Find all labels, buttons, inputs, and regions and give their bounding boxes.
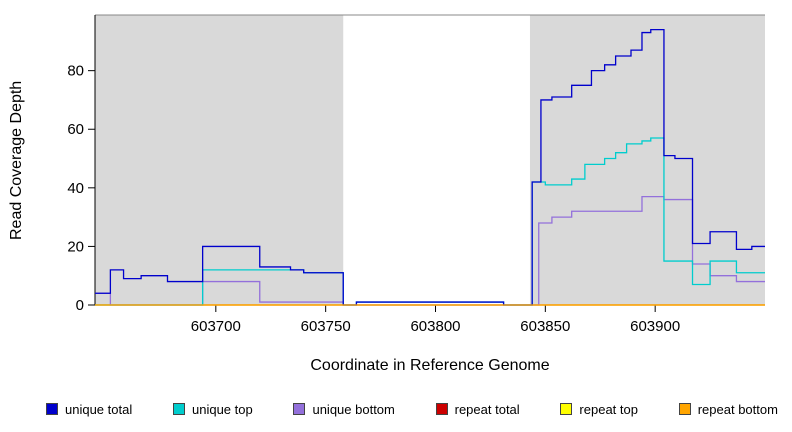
- legend-item-repeat-bottom: repeat bottom: [678, 401, 778, 417]
- legend-item-unique-total: unique total: [46, 402, 132, 417]
- y-tick-label: 40: [67, 180, 84, 197]
- x-tick-label: 603800: [410, 318, 460, 335]
- legend: unique total unique top unique bottom repea…: [46, 399, 778, 419]
- x-tick-label: 603900: [630, 318, 680, 335]
- legend-label: unique top: [191, 401, 253, 417]
- legend-swatch-icon: [560, 403, 573, 415]
- legend-item-repeat-top: repeat top: [560, 402, 638, 417]
- legend-item-repeat-total: repeat total: [435, 401, 520, 417]
- legend-swatch-icon: [293, 403, 306, 415]
- legend-label: unique total: [65, 401, 133, 417]
- legend-label: repeat top: [579, 401, 638, 417]
- legend-item-unique-top: unique top: [172, 401, 253, 417]
- legend-label: unique bottom: [312, 401, 395, 417]
- repeat-region-shading: [95, 15, 344, 305]
- legend-item-unique-bottom: unique bottom: [293, 401, 395, 417]
- y-tick-label: 60: [67, 121, 84, 138]
- legend-label: repeat total: [454, 401, 520, 417]
- legend-swatch-icon: [172, 403, 185, 415]
- repeat-region-shading: [529, 15, 765, 305]
- y-tick-label: 80: [67, 63, 84, 80]
- legend-label: repeat bottom: [697, 401, 778, 417]
- x-axis-title: Coordinate in Reference Genome: [310, 357, 550, 374]
- legend-swatch-icon: [435, 403, 448, 415]
- y-tick-label: 20: [67, 238, 84, 255]
- legend-swatch-icon: [46, 403, 58, 415]
- x-tick-label: 603700: [191, 318, 241, 335]
- x-tick-label: 603750: [301, 318, 351, 335]
- legend-swatch-icon: [678, 403, 691, 415]
- coverage-plot: 0 20 40 60 80 603700 603750 603800 603850 603900: [67, 14, 765, 335]
- x-tick-label: 603850: [520, 318, 570, 335]
- series-line-unique-total: [95, 28, 765, 306]
- series-line-unique-bottom: [95, 195, 765, 306]
- y-tick-label: 0: [76, 297, 84, 314]
